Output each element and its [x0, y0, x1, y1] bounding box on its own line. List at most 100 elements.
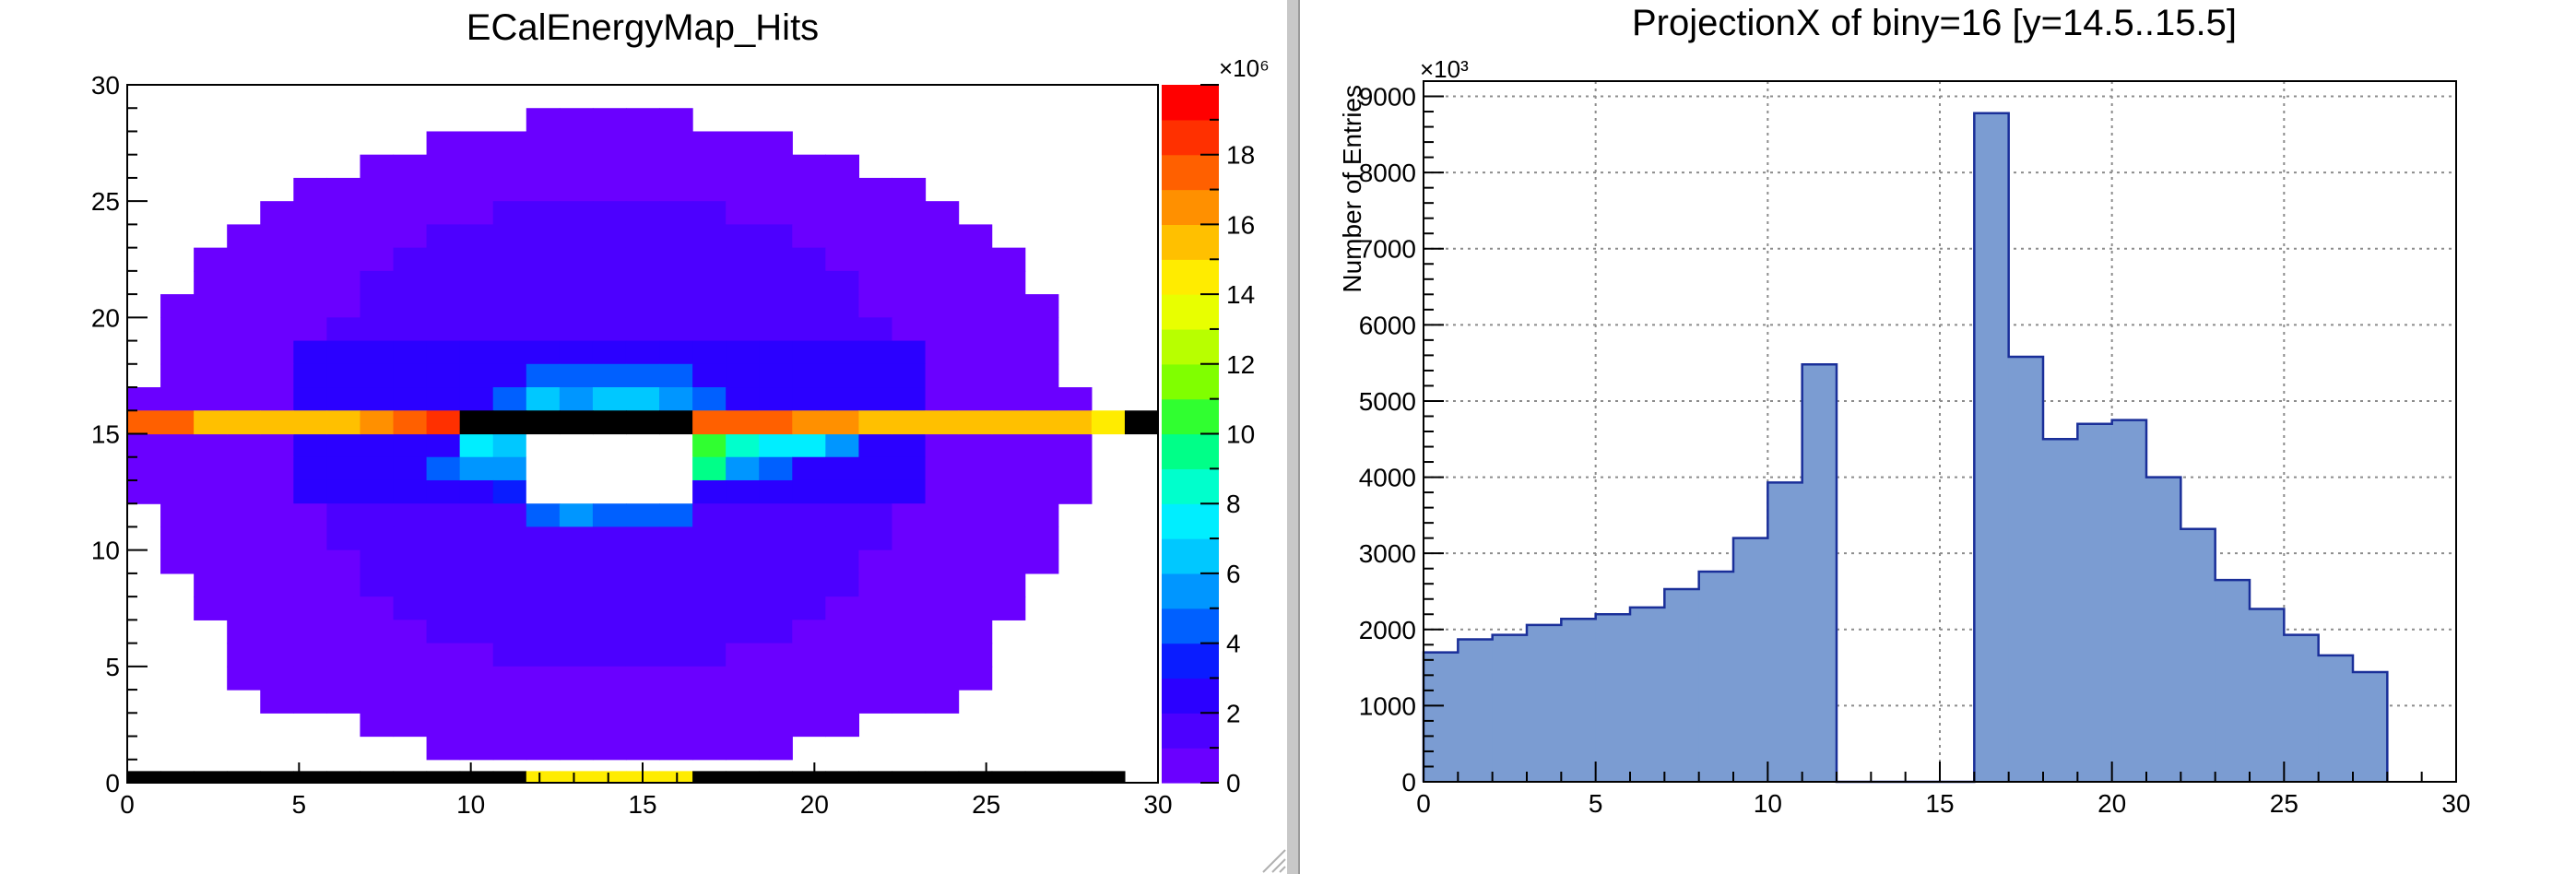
heatmap-cell — [260, 666, 294, 691]
heatmap-cell — [759, 340, 793, 365]
heatmap-cell — [792, 456, 826, 481]
heatmap-cell — [825, 573, 860, 597]
heatmap-cell — [227, 620, 261, 644]
heatmap-cell — [925, 410, 960, 435]
heatmap-cell — [393, 771, 428, 784]
heatmap-cell — [625, 387, 660, 411]
heatmap-cell — [958, 503, 993, 528]
colorbar-swatch — [1162, 643, 1219, 679]
heatmap-cell — [360, 317, 395, 342]
heatmap-cell — [792, 479, 826, 504]
heatmap-cell — [492, 433, 527, 458]
heatmap-cell — [160, 503, 195, 528]
heatmap-cell — [293, 387, 327, 411]
heatmap-cell — [1058, 410, 1093, 435]
heatmap-cell — [360, 433, 395, 458]
heatmap-cell — [726, 201, 760, 225]
heatmap-cell — [592, 387, 627, 411]
heatmap-cell — [293, 177, 327, 202]
histogram-bar — [2008, 357, 2044, 782]
heatmap-cell — [759, 596, 793, 620]
heatmap-cell — [360, 294, 395, 318]
heatmap-cell — [792, 317, 826, 342]
heatmap-cell — [426, 177, 461, 202]
heatmap-cell — [194, 317, 228, 342]
heatmap-cell — [426, 294, 461, 318]
heatmap-cell — [426, 479, 461, 504]
colorbar-swatch — [1162, 363, 1219, 400]
heatmap-cell — [991, 771, 1026, 784]
heatmap-cell — [293, 224, 327, 249]
resize-grip-icon[interactable] — [1262, 849, 1286, 873]
colorbar-swatch — [1162, 433, 1219, 469]
heatmap-cell — [1024, 503, 1059, 528]
projection-y-exponent-label: ×10³ — [1420, 55, 1469, 83]
heatmap-cell — [526, 736, 561, 761]
heatmap-cell — [127, 433, 161, 458]
heatmap-cell — [194, 363, 228, 388]
colorbar-exponent-label: ×10⁶ — [1219, 54, 1270, 82]
heatmap-cell — [825, 479, 860, 504]
heatmap-cell — [958, 340, 993, 365]
colorbar-swatch — [1162, 328, 1219, 365]
heatmap-cell — [592, 294, 627, 318]
heatmap-cell — [426, 526, 461, 551]
heatmap-cell — [526, 526, 561, 551]
heatmap-cell — [194, 771, 228, 784]
heatmap-cell — [426, 224, 461, 249]
heatmap-cell — [227, 573, 261, 597]
pad-separator[interactable] — [1287, 0, 1298, 874]
heatmap-cell — [925, 643, 960, 667]
heatmap-cell — [991, 340, 1026, 365]
heatmap-cell — [492, 549, 527, 574]
heatmap-x-axis: 0 5 10 15 20 25 30 — [120, 762, 1173, 819]
colorbar-tick-label: 0 — [1226, 769, 1241, 797]
heatmap-pad[interactable]: ECalEnergyMap_Hits 0 5 10 15 20 25 30 05101520… — [91, 7, 1270, 819]
heatmap-cell — [393, 201, 428, 225]
heatmap-cell — [559, 573, 594, 597]
heatmap-cell — [592, 340, 627, 365]
heatmap-cell — [792, 503, 826, 528]
heatmap-cell — [692, 177, 727, 202]
heatmap-cell — [492, 270, 527, 295]
heatmap-cell — [592, 131, 627, 156]
heatmap-cell — [559, 224, 594, 249]
heatmap-cell — [692, 433, 727, 458]
heatmap-cell — [592, 526, 627, 551]
heatmap-cell — [892, 433, 927, 458]
heatmap-cell — [1058, 387, 1093, 411]
heatmap-cell — [892, 270, 927, 295]
heatmap-cell — [426, 433, 461, 458]
heatmap-cell — [759, 410, 793, 435]
heatmap-cell — [559, 690, 594, 714]
heatmap-cell — [726, 573, 760, 597]
heatmap-cell — [559, 620, 594, 644]
heatmap-cell — [160, 317, 195, 342]
heatmap-cell — [892, 224, 927, 249]
histogram-bar — [2180, 528, 2216, 782]
heatmap-cell — [293, 270, 327, 295]
heatmap-cell — [526, 771, 561, 784]
heatmap-cell — [393, 690, 428, 714]
projection-pad[interactable]: ProjectionX of biny=16 [y=14.5..15.5] 0 5… — [1338, 3, 2471, 818]
heatmap-cell — [925, 666, 960, 691]
histogram-bar — [1424, 652, 1459, 782]
colorbar-swatch — [1162, 468, 1219, 504]
heatmap-cell — [759, 573, 793, 597]
heatmap-cell — [227, 771, 261, 784]
heatmap-cell — [160, 456, 195, 481]
projection-y-tick-label: 5000 — [1359, 387, 1416, 416]
heatmap-cell — [726, 224, 760, 249]
heatmap-cell — [326, 270, 361, 295]
heatmap-cell — [659, 549, 693, 574]
heatmap-cell — [360, 713, 395, 738]
heatmap-cell — [426, 736, 461, 761]
heatmap-cell — [360, 154, 395, 179]
heatmap-cell — [526, 479, 561, 504]
colorbar-swatch — [1162, 224, 1219, 260]
heatmap-cell — [559, 643, 594, 667]
heatmap-cell — [858, 620, 893, 644]
heatmap-cell — [194, 270, 228, 295]
heatmap-cell — [625, 433, 660, 458]
projection-y-tick-label: 1000 — [1359, 691, 1416, 720]
